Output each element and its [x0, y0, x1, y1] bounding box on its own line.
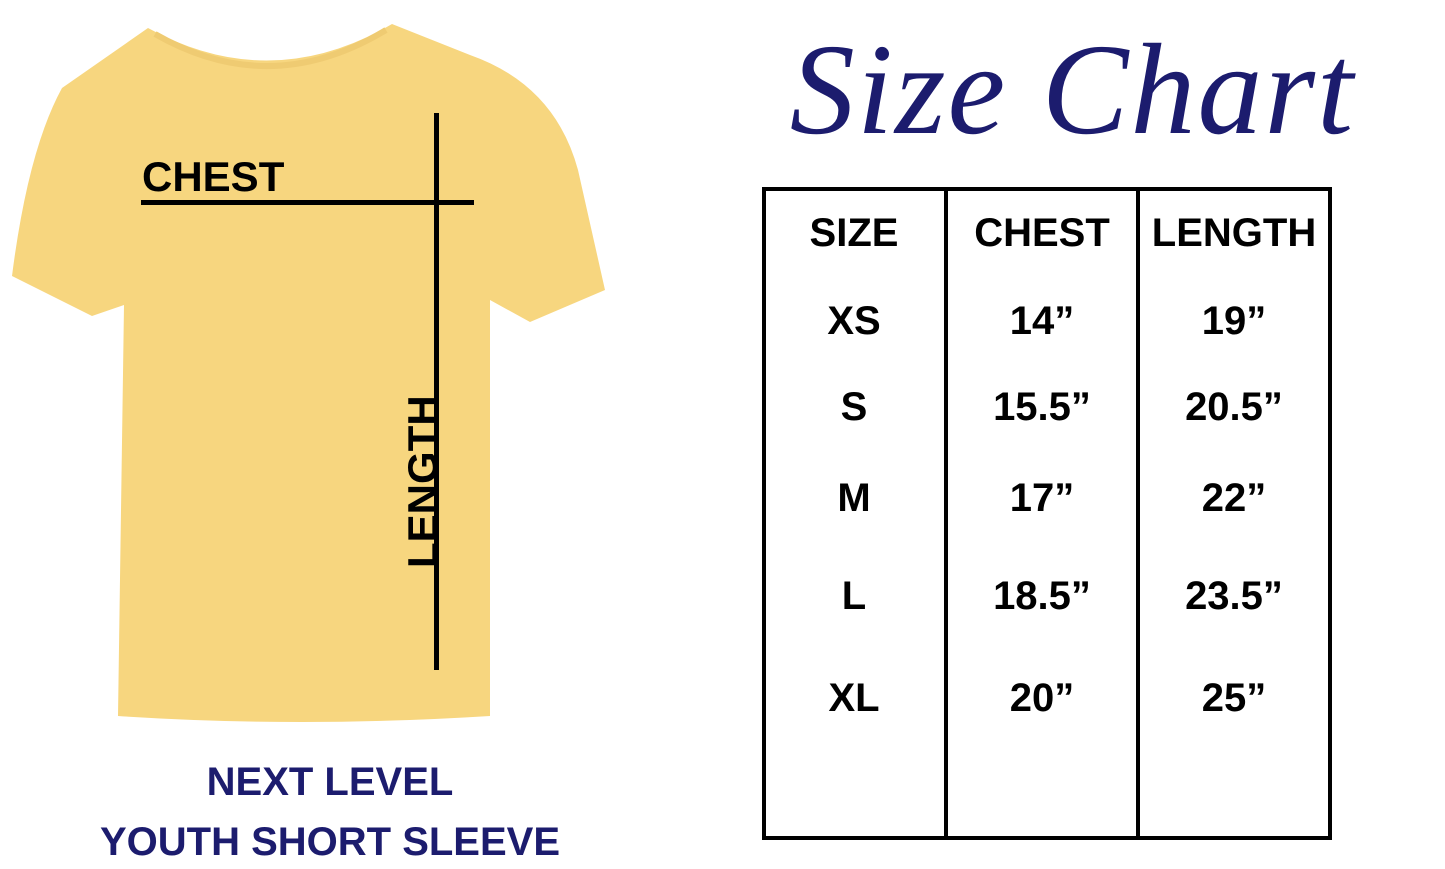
page-title: Size Chart: [789, 18, 1356, 162]
header-length: LENGTH: [1142, 213, 1326, 253]
cell-size: L: [766, 576, 942, 616]
header-chest: CHEST: [950, 213, 1134, 253]
cell-chest-text: 20”: [1009, 676, 1075, 720]
cell-length: 22”: [1142, 478, 1326, 518]
cell-length: 23.5”: [1142, 576, 1326, 616]
cell-length-text: 23.5”: [1185, 574, 1283, 618]
chest-measure-line: [141, 200, 474, 205]
cell-size: M: [766, 478, 942, 518]
collar: [153, 27, 388, 69]
cell-chest: 20”: [950, 678, 1134, 718]
column-divider: [944, 191, 948, 836]
cell-chest: 15.5”: [950, 387, 1134, 427]
cell-size-text: S: [840, 385, 868, 429]
cell-chest-text: 18.5”: [993, 574, 1091, 618]
length-measure-line: [434, 113, 439, 670]
cell-size-text: L: [841, 574, 867, 618]
header-size: SIZE: [766, 213, 942, 253]
cell-size: XL: [766, 678, 942, 718]
caption-product: YOUTH SHORT SLEEVE: [99, 820, 561, 864]
cell-length-text: 19”: [1201, 299, 1267, 343]
chest-label: CHEST: [142, 153, 285, 200]
cell-length-text: 20.5”: [1185, 385, 1283, 429]
cell-length: 20.5”: [1142, 387, 1326, 427]
cell-length-text: 22”: [1201, 476, 1267, 520]
header-chest-text: CHEST: [974, 211, 1110, 255]
cell-size-text: XS: [827, 299, 881, 343]
size-table: SIZE CHEST LENGTH XS 14” 19” S 15.5” 20.5” M 17” 22…: [762, 187, 1332, 840]
cell-chest: 18.5”: [950, 576, 1134, 616]
caption-brand: NEXT LEVEL: [206, 760, 454, 804]
cell-chest-text: 17”: [1009, 476, 1075, 520]
cell-chest-text: 15.5”: [993, 385, 1091, 429]
tshirt-image: [12, 24, 605, 722]
cell-size-text: M: [837, 476, 871, 520]
tshirt-shape: [12, 24, 605, 722]
cell-length: 19”: [1142, 301, 1326, 341]
cell-size: S: [766, 387, 942, 427]
cell-chest: 17”: [950, 478, 1134, 518]
cell-chest-text: 14”: [1009, 299, 1075, 343]
cell-size-text: XL: [828, 676, 880, 720]
cell-length-text: 25”: [1201, 676, 1267, 720]
column-divider: [1136, 191, 1140, 836]
header-length-text: LENGTH: [1151, 211, 1317, 255]
cell-length: 25”: [1142, 678, 1326, 718]
header-size-text: SIZE: [809, 211, 899, 255]
cell-chest: 14”: [950, 301, 1134, 341]
length-label: LENGTH: [399, 395, 446, 568]
cell-size: XS: [766, 301, 942, 341]
